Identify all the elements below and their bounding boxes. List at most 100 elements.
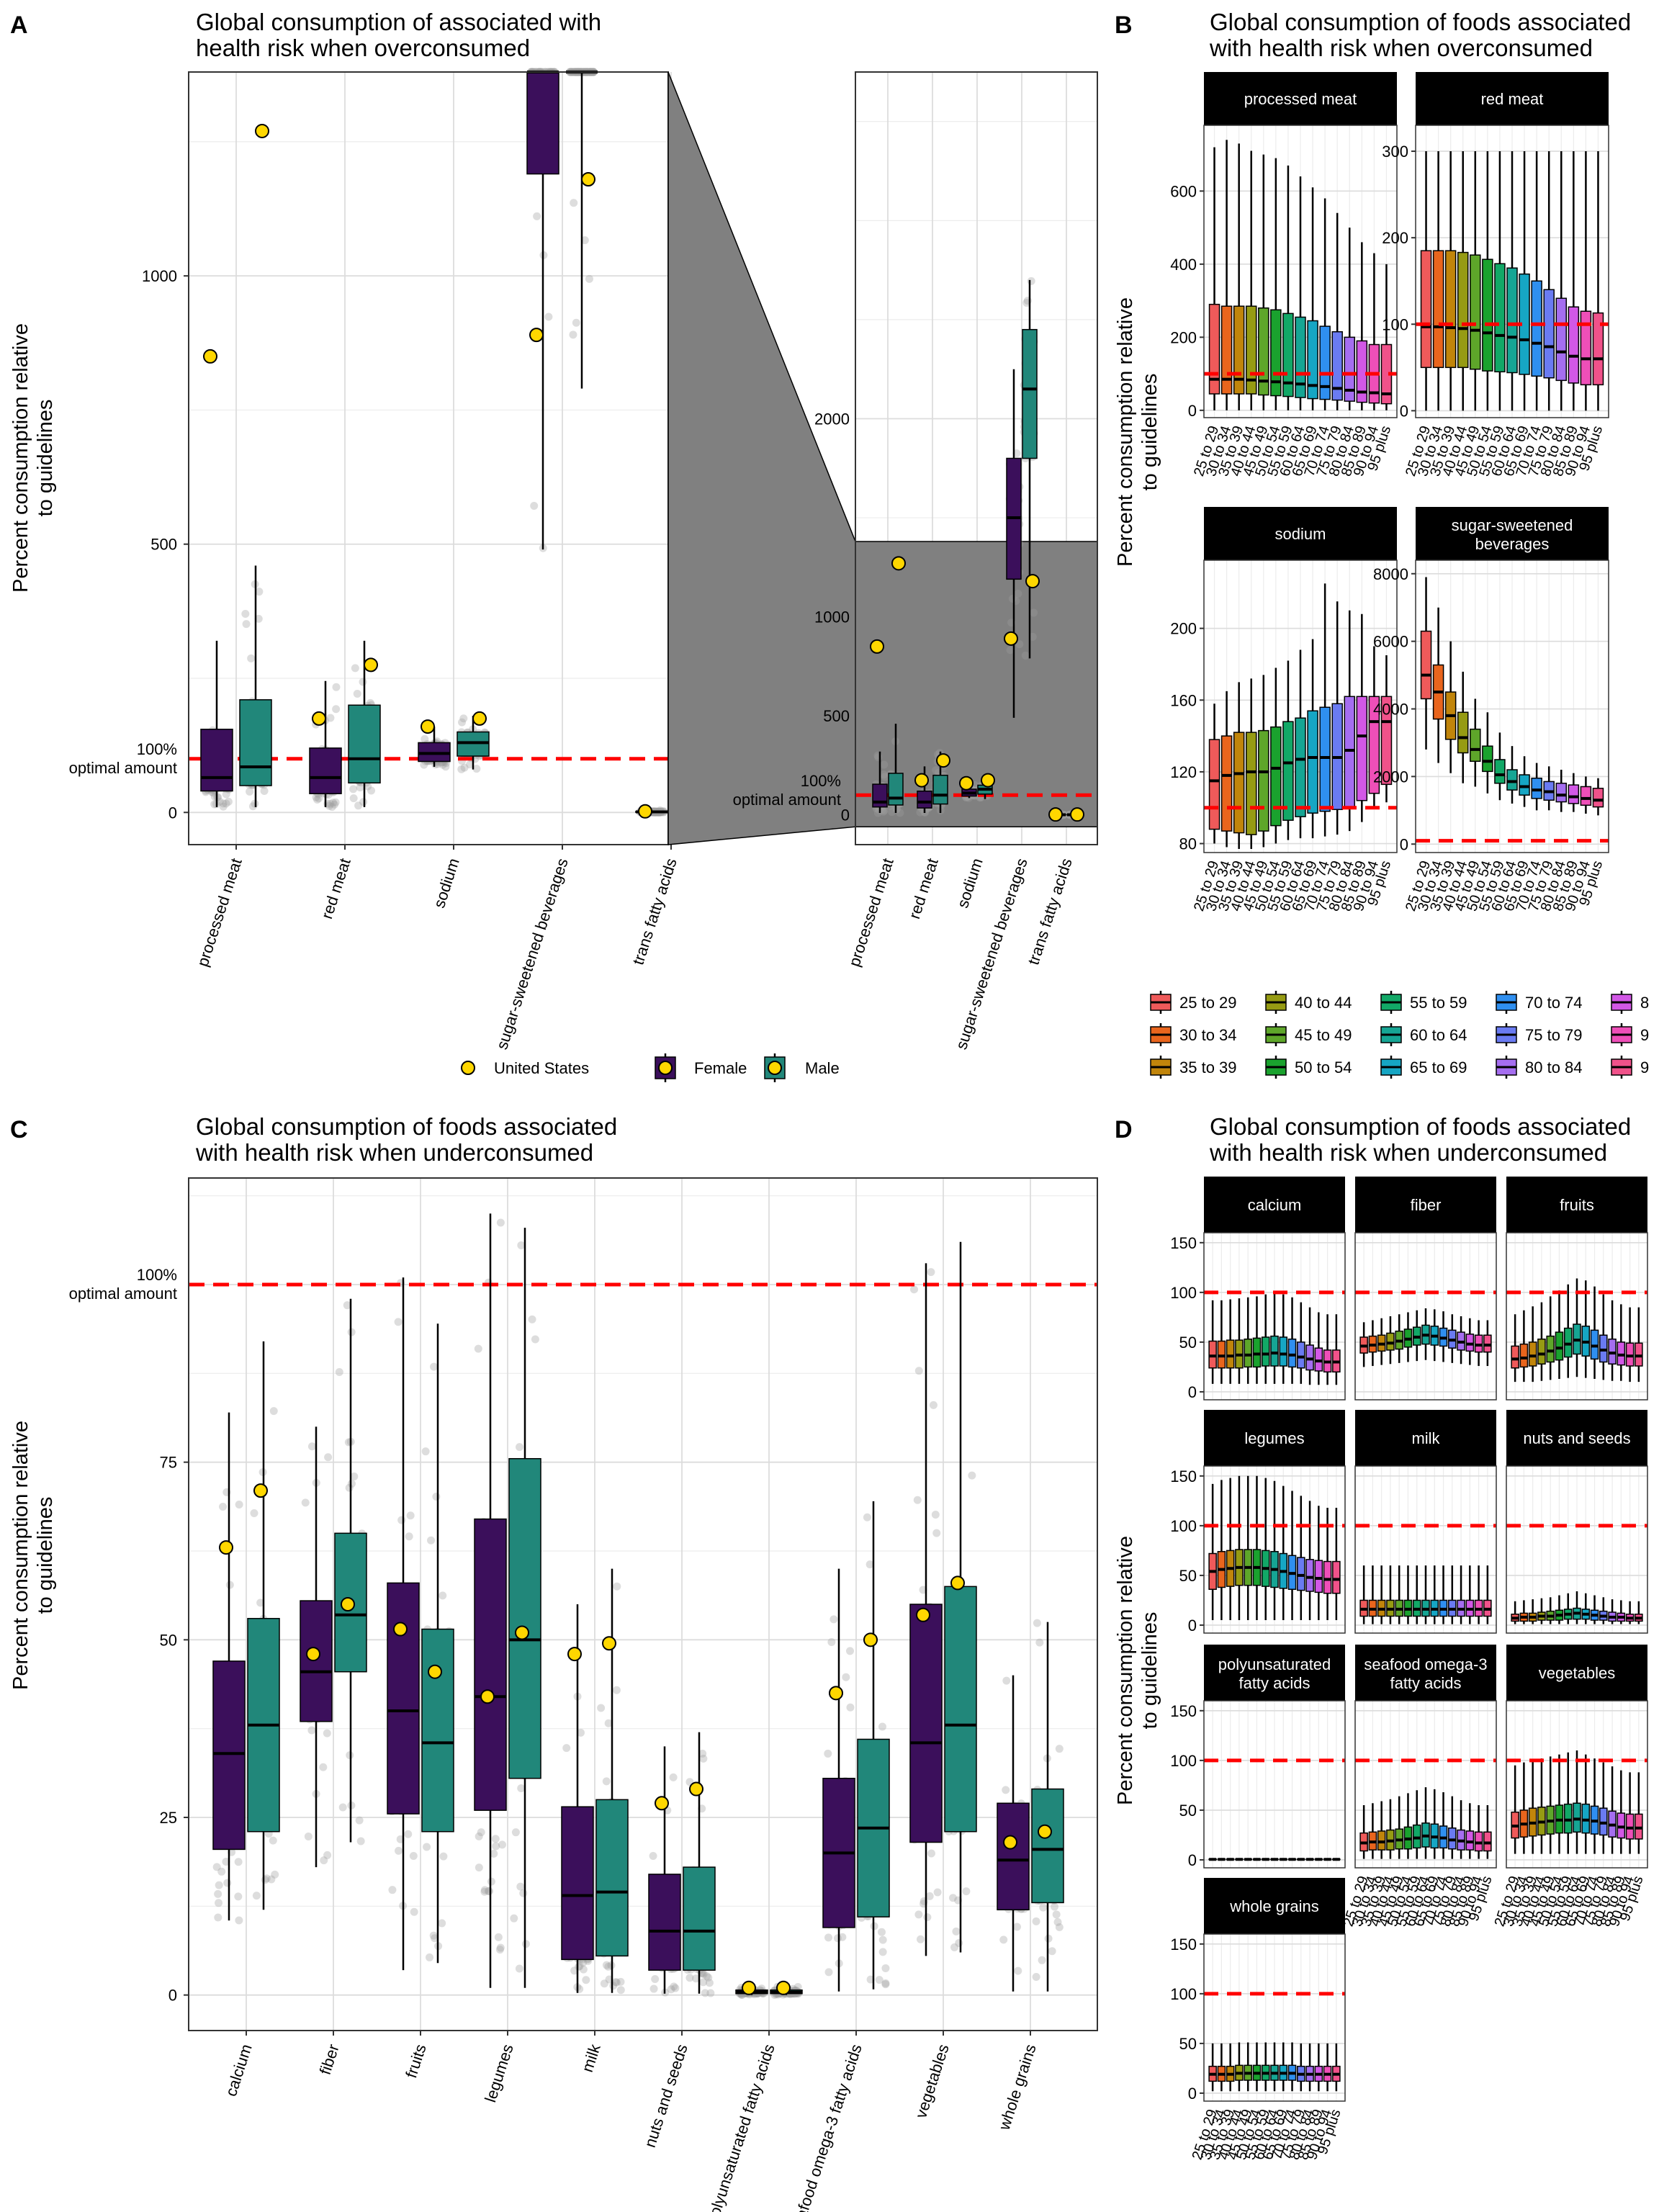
panel-c-female-jitter-point [480,1886,489,1894]
panel-c-female-jitter-point [323,1729,331,1737]
panel-c-female-jitter-point [929,1401,938,1409]
panel-c-us-point [776,1980,791,1995]
panel-c-female-jitter-point [845,1647,854,1655]
panel-b-sodium-age-9-box [1319,706,1331,812]
panel-d-seafood-omega-3-age-12-box [1465,1830,1475,1851]
panel-c-female-jitter-point [576,1728,585,1737]
panel-b-processed-meat-age-10-box [1331,331,1343,401]
panel-a-male-jitter-point [242,620,251,629]
panel-a-ytick-label: 500 [150,536,177,554]
panel-a-male-jitter-point [349,794,358,803]
panel-b-sodium-frame [1203,559,1398,853]
panel-d-fruits-age-1-box [1519,1343,1529,1368]
panel-c-male-jitter-point [531,1335,539,1344]
age-legend-label: 30 to 34 [1179,1026,1237,1044]
panel-a-female-box [200,729,233,792]
panel-c-female-jitter-point [927,1268,935,1277]
panel-a-male-jitter-point [569,331,577,339]
panel-d-calcium-age-12-box [1314,1347,1323,1372]
panel-b-red-meat-age-9-box [1531,280,1542,377]
panel-a-inset-xtick-label: processed meat [845,856,897,969]
panel-d-title: Global consumption of foods associated [1210,1113,1631,1140]
panel-a-female-jitter-point [326,799,335,808]
panel-c-male-jitter-point [528,1315,536,1323]
panel-c-xtick-label: nuts and seeds [641,2042,691,2150]
panel-a-female-jitter-point [331,800,339,809]
panel-letter-c: C [10,1116,28,1143]
panel-d-fruits-age-10-box [1599,1334,1608,1363]
panel-d-seafood-omega-3-strip [1355,1645,1496,1701]
panel-d-legumes-age-13-box [1323,1560,1332,1594]
panel-a-ytick-label: 0 [168,804,177,822]
panel-b-sodium-age-8-box [1307,710,1318,814]
panel-d-fiber-age-14-box [1483,1334,1492,1353]
panel-a-inset-male-jitter-point [1028,632,1037,641]
panel-c-male-jitter-point [875,1976,884,1984]
panel-d-legumes-frame [1203,1465,1346,1634]
panel-c-male-jitter-point [881,1964,890,1972]
panel-a-inset-female-jitter-point [1006,646,1015,655]
panel-c-male-jitter-point [439,1591,447,1600]
panel-c-female-jitter-point [927,1849,935,1858]
panel-b-red-meat-age-0-box [1420,250,1432,369]
panel-a-inset-ytick-label: 1000 [814,608,850,626]
panel-c-male-box [944,1586,977,1833]
panel-d-vegetables-age-8-box [1581,1803,1591,1834]
panel-d-seafood-omega-3-strip-label: fatty acids [1390,1674,1461,1692]
panel-c-xtick-label: legumes [481,2042,516,2105]
panel-b-red-meat-age-6-box [1494,263,1506,373]
panel-c-female-jitter-point [222,1857,230,1866]
panel-c-title: with health risk when underconsumed [195,1139,593,1166]
panel-c-male-jitter-point [432,1492,441,1501]
panel-b-processed-meat-age-1-box [1220,305,1233,395]
panel-b-red-meat-strip-label: red meat [1481,90,1544,108]
panel-c-male-box [683,1866,716,1971]
panel-b-sodium-strip-label: sodium [1275,525,1326,543]
panel-d-polyunsaturated-ytick-label: 0 [1188,1851,1197,1869]
panel-d-fruits-age-13-box [1625,1342,1635,1367]
panel-c-female-jitter-point [582,1976,590,1984]
panel-b-sodium-age-2-box [1233,732,1245,834]
panel-a-inset-female-jitter-point [881,773,889,781]
panel-c-female-jitter-point [1014,1966,1022,1975]
panel-a-male-box [348,704,381,784]
panel-d-nuts-and-seeds-strip-label: nuts and seeds [1523,1429,1630,1447]
panel-d-polyunsaturated-ytick-label: 50 [1179,1802,1197,1820]
panel-d-calcium-ytick-label: 50 [1179,1334,1197,1352]
panel-c-female-jitter-point [1012,1923,1021,1931]
panel-d-milk-strip-label: milk [1411,1429,1440,1447]
panel-c-female-jitter-point [410,1907,418,1916]
panel-d-vegetables-age-7-box [1573,1802,1581,1833]
panel-d-calcium-strip [1204,1177,1345,1233]
panel-c-female-jitter-point [215,1881,223,1889]
panel-b-sodium-age-6-box [1282,721,1294,821]
panel-c-male-jitter-point [271,1870,279,1879]
age-legend-label: 65 to 69 [1410,1058,1467,1076]
panel-d-ylabel: Percent consumption relative [1114,1536,1137,1805]
panel-a-inset-female-jitter-point [1015,640,1024,649]
panel-d-whole-grains-ytick-label: 100 [1170,1985,1197,2003]
age-legend-label: 45 to 49 [1295,1026,1352,1044]
panel-c-female-jitter-point [475,1832,483,1840]
panel-c-ylabel: Percent consumption relative [9,1421,32,1690]
panel-c-us-point [1038,1824,1052,1839]
panel-a-inset-male-jitter-point [896,809,904,817]
panel-c-male-jitter-point [338,1803,347,1812]
panel-b-processed-meat-ytick-label: 400 [1170,256,1197,274]
panel-c-female-jitter-point [223,1879,232,1887]
panel-b-ssb-age-8-box [1519,774,1530,796]
panel-d-polyunsaturated-frame [1203,1700,1346,1869]
panel-b-processed-meat-frame [1203,125,1398,418]
panel-d-fruits-age-2-box [1528,1341,1537,1367]
panel-c-male-jitter-point [948,1894,957,1902]
panel-c-ytick-label: 50 [160,1631,177,1649]
panel-c-male-jitter-point [1055,1745,1064,1753]
age-legend-label: 25 to 29 [1179,994,1237,1012]
panel-a-inset-us-point [1025,574,1040,589]
panel-a-male-jitter-point [254,614,263,623]
panel-a-inset-male-jitter-point [888,808,896,817]
panel-b-sodium-age-11-box [1344,696,1356,809]
panel-a-inset-female-jitter-point [880,806,889,815]
panel-c-us-point [393,1622,408,1637]
panel-a-female-jitter-point [441,763,450,771]
